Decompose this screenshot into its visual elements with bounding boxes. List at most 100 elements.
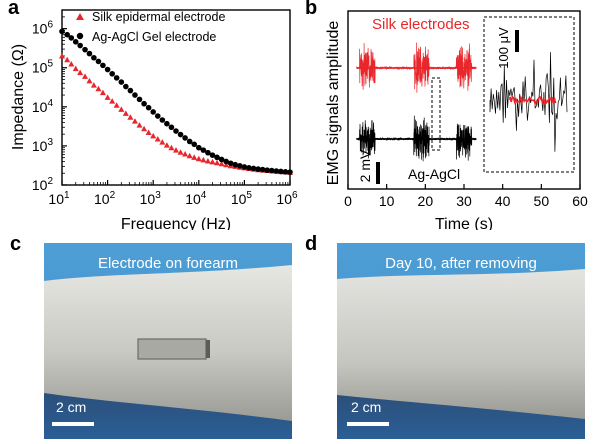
data-point-agcl <box>205 149 211 156</box>
data-point-agcl <box>173 128 179 134</box>
x-tick-label: 101 <box>48 190 70 207</box>
data-point-agcl <box>118 79 125 85</box>
data-point-silk <box>218 160 225 167</box>
data-point-agcl <box>278 168 284 175</box>
panel-letter-c: c <box>10 233 22 255</box>
data-point-agcl <box>82 46 88 53</box>
data-point-agcl <box>264 167 271 173</box>
data-point-silk <box>191 154 198 160</box>
data-point-agcl <box>182 135 188 141</box>
y-axis-label: EMG signals amplitude <box>325 21 342 186</box>
y-axis-label: Impedance (Ω) <box>10 44 27 150</box>
data-point-silk <box>104 94 111 100</box>
scale-bar-2mv <box>376 162 380 184</box>
data-point-silk <box>195 155 202 162</box>
silk-series-label: Silk electrodes <box>372 16 470 33</box>
data-point-agcl <box>132 92 138 98</box>
data-point-silk <box>72 65 79 72</box>
data-point-agcl <box>259 166 266 173</box>
scale-bar-100uv <box>515 30 519 52</box>
data-point-agcl <box>154 113 161 119</box>
panel-letter-a: a <box>8 0 20 19</box>
emg-traces <box>356 42 477 162</box>
data-series <box>59 28 293 175</box>
data-point-agcl <box>109 70 115 77</box>
data-point-silk <box>136 122 143 128</box>
data-point-agcl <box>214 154 220 161</box>
inset-frame <box>483 16 575 173</box>
data-point-silk <box>200 156 207 163</box>
data-point-silk <box>150 132 157 139</box>
data-point-agcl <box>77 42 83 49</box>
panel-letter-b: b <box>305 0 318 19</box>
data-point-silk <box>95 85 102 92</box>
y-tick-label: 104 <box>32 98 54 115</box>
data-point-silk <box>177 149 184 155</box>
legend-marker-agcl <box>76 32 84 40</box>
data-point-agcl <box>282 169 289 175</box>
data-point-agcl <box>113 75 120 81</box>
data-point-silk <box>122 110 129 116</box>
data-point-silk <box>118 106 125 112</box>
data-point-silk <box>154 136 161 142</box>
silk-electrode-patch <box>137 338 207 360</box>
x-tick-label: 105 <box>231 190 253 207</box>
photo-caption: Day 10, after removing <box>385 255 537 272</box>
x-tick-label: 0 <box>344 193 352 209</box>
data-point-agcl <box>237 162 243 169</box>
data-point-agcl <box>145 104 152 111</box>
data-point-silk <box>64 56 71 63</box>
data-point-silk <box>159 139 166 145</box>
legend-marker-silk <box>76 13 84 20</box>
data-point-agcl <box>200 147 207 153</box>
data-point-agcl <box>227 160 234 167</box>
x-tick-label: 103 <box>140 190 162 207</box>
data-point-agcl <box>223 158 229 165</box>
x-tick-label: 50 <box>534 193 550 209</box>
data-point-agcl <box>186 138 193 145</box>
data-point-agcl <box>72 39 79 45</box>
scale-bar-2mv-label: 2 mV <box>357 149 373 182</box>
legend: Silk epidermal electrode Ag-AgCl Gel ele… <box>76 10 225 44</box>
data-point-silk <box>77 69 84 76</box>
y-tick-label: 103 <box>32 137 54 154</box>
forearm-photo-after-removal: Day 10, after removing 2 cm <box>337 243 585 439</box>
data-point-agcl <box>136 96 143 103</box>
data-point-silk <box>82 73 89 79</box>
data-point-agcl <box>209 152 216 158</box>
x-axis-label: Frequency (Hz) <box>121 216 231 230</box>
forearm-photo-with-electrode: Electrode on forearm 2 cm <box>44 243 292 439</box>
data-point-agcl <box>127 87 134 94</box>
data-point-agcl <box>196 144 202 151</box>
data-point-silk <box>59 52 65 59</box>
x-tick-label: 106 <box>276 190 298 207</box>
scale-bar-100uv-label: 100 μV <box>496 27 511 69</box>
data-point-silk <box>209 158 216 165</box>
data-point-agcl <box>168 124 175 131</box>
axis-ticks: 0 10 20 30 40 50 60 <box>344 184 588 209</box>
scale-bar <box>52 422 94 426</box>
y-tick-label: 102 <box>32 176 54 193</box>
data-point-silk <box>172 147 179 153</box>
data-point-silk <box>113 102 120 108</box>
data-point-agcl <box>191 141 198 148</box>
data-point-agcl <box>164 120 170 127</box>
data-point-silk <box>86 77 93 84</box>
data-point-silk <box>204 158 211 164</box>
data-point-agcl <box>287 169 293 175</box>
data-point-agcl <box>95 58 102 65</box>
data-point-agcl <box>159 117 166 123</box>
data-point-agcl <box>86 50 93 57</box>
legend-label-silk: Silk epidermal electrode <box>92 10 225 24</box>
data-point-silk <box>168 144 175 151</box>
data-point-silk <box>186 152 193 159</box>
data-point-agcl <box>123 83 129 90</box>
scale-bar-label: 2 cm <box>56 399 87 415</box>
data-point-agcl <box>241 164 248 170</box>
data-point-agcl <box>100 62 106 69</box>
data-point-silk <box>68 60 75 67</box>
data-point-agcl <box>59 28 65 35</box>
data-point-silk <box>182 151 189 157</box>
